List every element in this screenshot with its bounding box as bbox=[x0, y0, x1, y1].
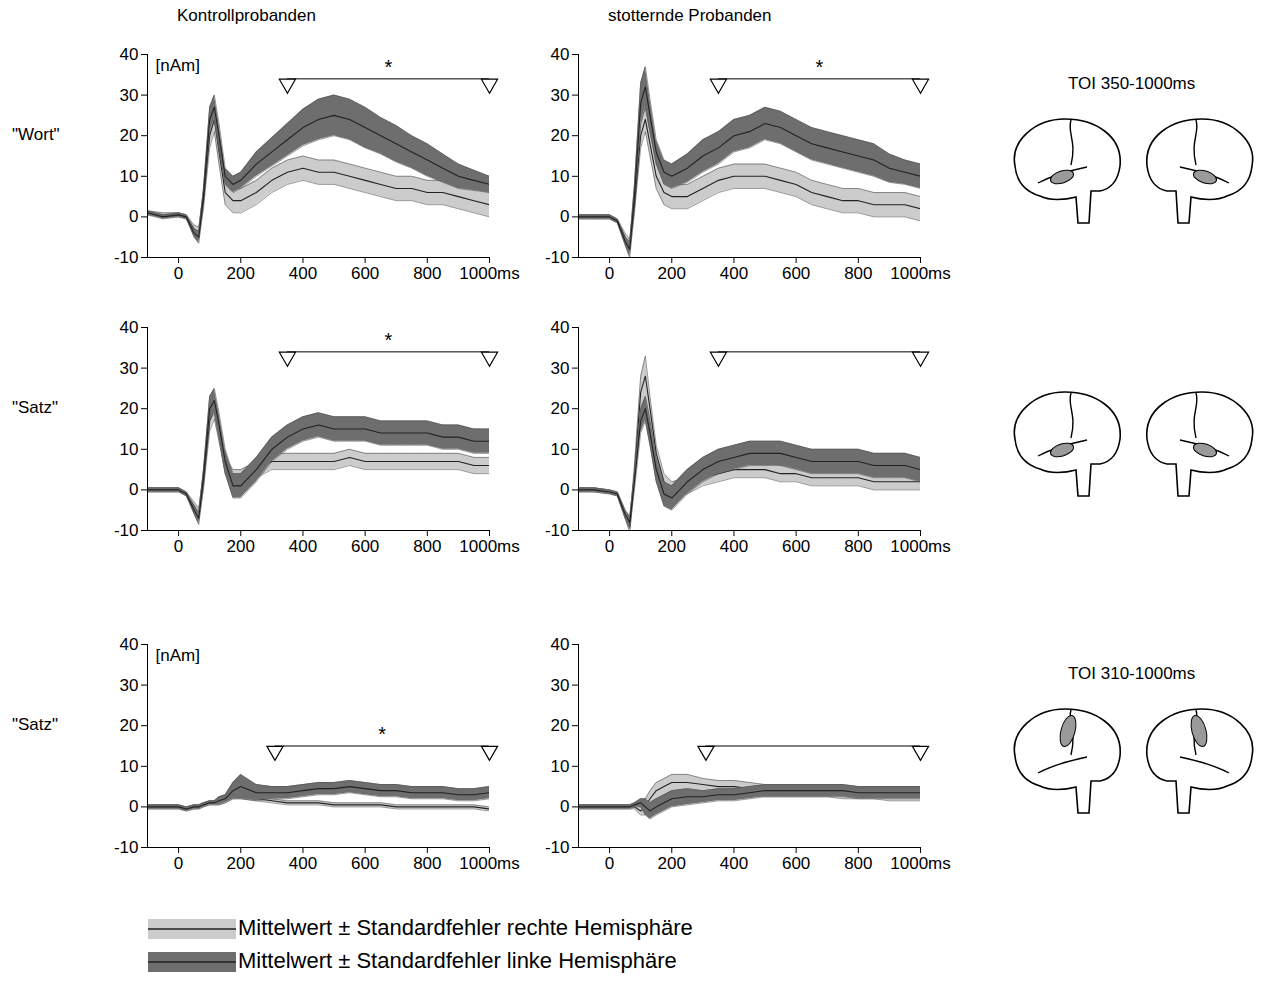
svg-text:400: 400 bbox=[289, 854, 317, 873]
svg-text:0: 0 bbox=[605, 537, 614, 556]
svg-text:800: 800 bbox=[413, 537, 441, 556]
svg-text:20: 20 bbox=[120, 399, 139, 418]
svg-text:30: 30 bbox=[120, 359, 139, 378]
html-text:"Satz": "Satz" bbox=[12, 398, 59, 418]
html-text:TOI 310-1000ms: TOI 310-1000ms bbox=[1068, 664, 1196, 683]
svg-text:200: 200 bbox=[227, 537, 255, 556]
svg-text:1000ms: 1000ms bbox=[890, 264, 950, 283]
svg-text:*: * bbox=[385, 56, 393, 78]
svg-text:600: 600 bbox=[351, 537, 379, 556]
svg-text:-10: -10 bbox=[545, 838, 570, 857]
svg-text:[nAm]: [nAm] bbox=[156, 56, 200, 75]
svg-text:400: 400 bbox=[720, 264, 748, 283]
svg-text:0: 0 bbox=[129, 207, 138, 226]
svg-text:-10: -10 bbox=[114, 521, 139, 540]
svg-text:200: 200 bbox=[658, 854, 686, 873]
svg-text:40: 40 bbox=[120, 318, 139, 337]
svg-text:600: 600 bbox=[351, 854, 379, 873]
svg-text:[nAm]: [nAm] bbox=[156, 646, 200, 665]
svg-text:400: 400 bbox=[720, 537, 748, 556]
svg-text:20: 20 bbox=[551, 126, 570, 145]
svg-text:10: 10 bbox=[551, 440, 570, 459]
svg-text:20: 20 bbox=[120, 126, 139, 145]
svg-text:20: 20 bbox=[551, 716, 570, 735]
svg-text:30: 30 bbox=[120, 676, 139, 695]
svg-text:30: 30 bbox=[551, 86, 570, 105]
svg-text:400: 400 bbox=[720, 854, 748, 873]
svg-text:10: 10 bbox=[120, 757, 139, 776]
svg-text:200: 200 bbox=[658, 537, 686, 556]
svg-text:30: 30 bbox=[551, 359, 570, 378]
svg-text:40: 40 bbox=[551, 45, 570, 64]
svg-text:1000ms: 1000ms bbox=[459, 537, 519, 556]
svg-text:-10: -10 bbox=[114, 248, 139, 267]
svg-text:1000ms: 1000ms bbox=[459, 264, 519, 283]
svg-text:200: 200 bbox=[227, 264, 255, 283]
svg-text:800: 800 bbox=[413, 854, 441, 873]
html-text:Mittelwert ± Standardfehler re: Mittelwert ± Standardfehler rechte Hemis… bbox=[238, 915, 693, 940]
svg-text:0: 0 bbox=[605, 264, 614, 283]
svg-text:1000ms: 1000ms bbox=[459, 854, 519, 873]
svg-text:600: 600 bbox=[782, 537, 810, 556]
svg-text:0: 0 bbox=[129, 797, 138, 816]
svg-text:30: 30 bbox=[551, 676, 570, 695]
svg-text:200: 200 bbox=[227, 854, 255, 873]
html-text:Mittelwert ± Standardfehler li: Mittelwert ± Standardfehler linke Hemisp… bbox=[238, 948, 677, 973]
svg-text:40: 40 bbox=[551, 635, 570, 654]
html-text:TOI 350-1000ms: TOI 350-1000ms bbox=[1068, 74, 1196, 93]
svg-text:*: * bbox=[378, 723, 386, 745]
svg-text:10: 10 bbox=[120, 440, 139, 459]
svg-text:600: 600 bbox=[351, 264, 379, 283]
svg-text:-10: -10 bbox=[545, 521, 570, 540]
svg-text:600: 600 bbox=[782, 854, 810, 873]
svg-text:-10: -10 bbox=[545, 248, 570, 267]
svg-text:*: * bbox=[385, 329, 393, 351]
svg-text:20: 20 bbox=[120, 716, 139, 735]
svg-text:10: 10 bbox=[551, 167, 570, 186]
html-text:"Wort": "Wort" bbox=[12, 125, 60, 145]
svg-text:1000ms: 1000ms bbox=[890, 537, 950, 556]
html-text:Kontrollprobanden: Kontrollprobanden bbox=[177, 6, 316, 25]
svg-text:10: 10 bbox=[551, 757, 570, 776]
svg-text:800: 800 bbox=[844, 537, 872, 556]
svg-text:40: 40 bbox=[120, 635, 139, 654]
svg-text:0: 0 bbox=[560, 480, 569, 499]
svg-text:0: 0 bbox=[174, 537, 183, 556]
svg-text:200: 200 bbox=[658, 264, 686, 283]
svg-text:800: 800 bbox=[844, 854, 872, 873]
svg-text:400: 400 bbox=[289, 537, 317, 556]
svg-text:1000ms: 1000ms bbox=[890, 854, 950, 873]
svg-text:800: 800 bbox=[844, 264, 872, 283]
svg-text:30: 30 bbox=[120, 86, 139, 105]
svg-text:20: 20 bbox=[551, 399, 570, 418]
svg-text:0: 0 bbox=[605, 854, 614, 873]
svg-text:0: 0 bbox=[174, 854, 183, 873]
html-text:"Satz": "Satz" bbox=[12, 715, 59, 735]
svg-text:10: 10 bbox=[120, 167, 139, 186]
svg-text:-10: -10 bbox=[114, 838, 139, 857]
svg-text:800: 800 bbox=[413, 264, 441, 283]
svg-text:*: * bbox=[816, 56, 824, 78]
html-text:stotternde Probanden: stotternde Probanden bbox=[608, 6, 772, 25]
svg-text:600: 600 bbox=[782, 264, 810, 283]
svg-text:0: 0 bbox=[560, 797, 569, 816]
svg-text:0: 0 bbox=[129, 480, 138, 499]
svg-text:0: 0 bbox=[174, 264, 183, 283]
svg-text:0: 0 bbox=[560, 207, 569, 226]
svg-text:40: 40 bbox=[551, 318, 570, 337]
svg-text:40: 40 bbox=[120, 45, 139, 64]
svg-text:400: 400 bbox=[289, 264, 317, 283]
